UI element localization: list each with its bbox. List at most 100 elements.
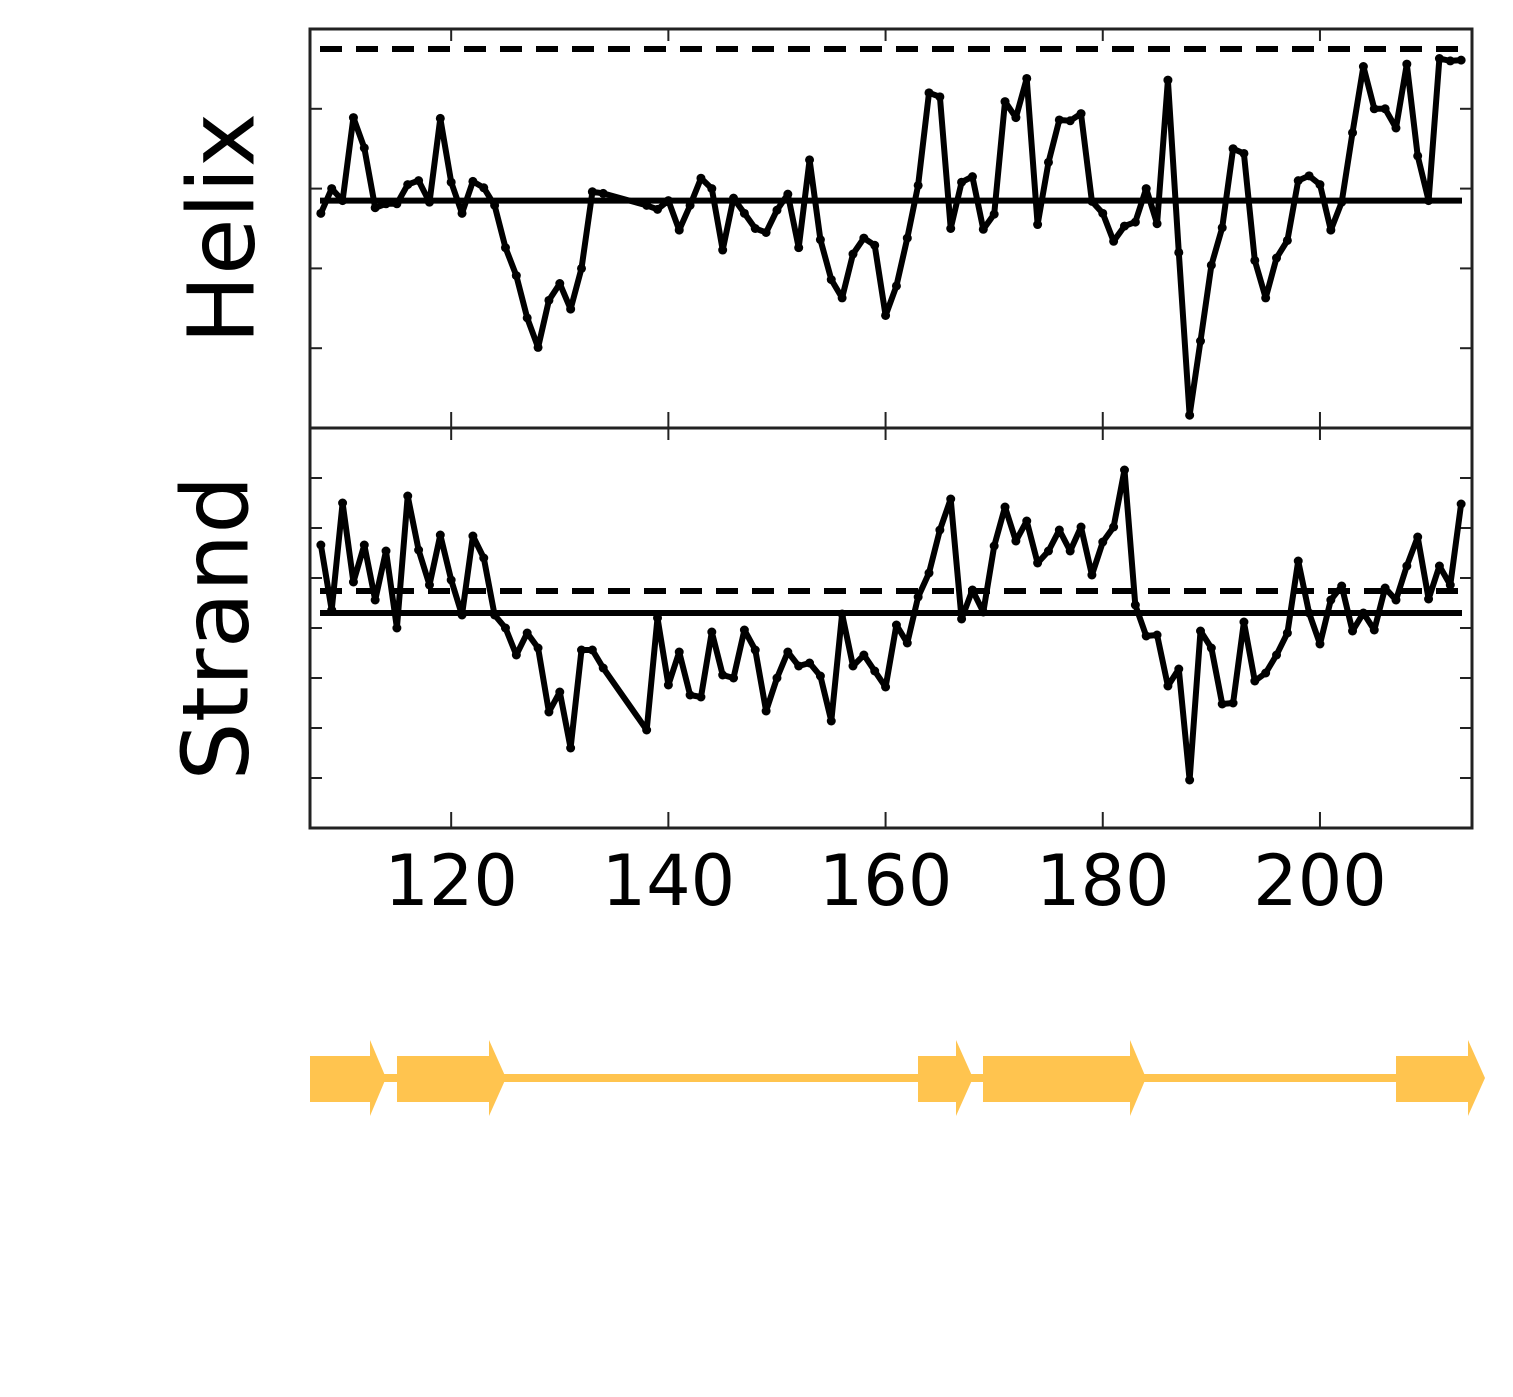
- data-point: [1293, 556, 1303, 566]
- data-point: [1424, 196, 1434, 206]
- data-point: [1098, 208, 1108, 218]
- data-point: [533, 342, 543, 352]
- data-point: [1315, 180, 1325, 190]
- x-tick-label: 140: [602, 840, 736, 922]
- data-point: [772, 673, 782, 683]
- data-point: [446, 177, 456, 187]
- data-point: [848, 661, 858, 671]
- data-point: [957, 614, 967, 624]
- plot-frame: [308, 426, 1474, 830]
- data-point: [794, 243, 804, 253]
- data-point: [837, 293, 847, 303]
- plot-frame: [308, 27, 1474, 430]
- data-point: [1402, 59, 1412, 69]
- data-point: [957, 177, 967, 187]
- data-point: [1130, 217, 1140, 227]
- data-point: [1152, 219, 1162, 229]
- data-point: [424, 580, 434, 590]
- data-point: [348, 113, 358, 123]
- data-point: [1076, 522, 1086, 532]
- data-point: [1413, 532, 1423, 542]
- data-point: [1043, 546, 1053, 556]
- data-point: [750, 645, 760, 655]
- data-point: [1293, 176, 1303, 186]
- data-point: [1217, 699, 1227, 709]
- data-point: [696, 173, 706, 183]
- data-point: [685, 690, 695, 700]
- data-point: [1185, 775, 1195, 785]
- data-point: [989, 209, 999, 219]
- data-point: [1141, 631, 1151, 641]
- data-point: [327, 184, 337, 194]
- data-point: [348, 577, 358, 587]
- data-point: [587, 645, 597, 655]
- data-point: [1456, 55, 1466, 65]
- data-point: [544, 707, 554, 717]
- data-point: [576, 263, 586, 273]
- data-point: [848, 249, 858, 259]
- data-point: [967, 585, 977, 595]
- data-point: [761, 227, 771, 237]
- data-point: [1087, 196, 1097, 206]
- data-point: [479, 183, 489, 193]
- data-point: [1337, 581, 1347, 591]
- data-point: [500, 623, 510, 633]
- data-point: [479, 553, 489, 563]
- data-point: [576, 645, 586, 655]
- data-point: [1228, 698, 1238, 708]
- data-point: [924, 88, 934, 98]
- data-point: [794, 661, 804, 671]
- data-point: [978, 224, 988, 234]
- data-point: [392, 623, 402, 633]
- data-point: [1000, 97, 1010, 107]
- data-point: [414, 545, 424, 555]
- data-point: [674, 225, 684, 235]
- data-point: [1304, 171, 1314, 181]
- data-point: [1358, 608, 1368, 618]
- x-tick-label: 160: [819, 840, 953, 922]
- data-point: [891, 620, 901, 630]
- data-point: [1054, 525, 1064, 535]
- data-point: [653, 204, 663, 214]
- data-point: [468, 531, 478, 541]
- data-point: [555, 687, 565, 697]
- data-point: [1033, 558, 1043, 568]
- data-point: [761, 706, 771, 716]
- data-point: [1250, 255, 1260, 265]
- data-point: [1282, 235, 1292, 245]
- data-point: [468, 176, 478, 186]
- data-point: [989, 541, 999, 551]
- data-point: [359, 143, 369, 153]
- data-point: [316, 540, 326, 550]
- data-point: [663, 196, 673, 206]
- data-point: [316, 208, 326, 218]
- data-point: [902, 233, 912, 243]
- data-point: [739, 208, 749, 218]
- data-point: [1348, 128, 1358, 138]
- panel: Helix: [168, 27, 1474, 430]
- data-point: [642, 725, 652, 735]
- data-point: [1272, 253, 1282, 263]
- data-point: [685, 200, 695, 210]
- data-point: [1434, 561, 1444, 571]
- strand-arrow: [983, 1040, 1146, 1116]
- data-point: [1109, 522, 1119, 532]
- data-point: [783, 189, 793, 199]
- data-point: [935, 525, 945, 535]
- data-point: [1033, 220, 1043, 230]
- data-point: [1163, 75, 1173, 85]
- strand-arrow: [1396, 1040, 1485, 1116]
- data-point: [435, 530, 445, 540]
- data-point: [338, 498, 348, 508]
- data-point: [598, 188, 608, 198]
- data-point: [500, 243, 510, 253]
- data-point: [1000, 502, 1010, 512]
- data-point: [1065, 546, 1075, 556]
- data-point: [359, 540, 369, 550]
- data-point: [902, 638, 912, 648]
- data-point: [891, 281, 901, 291]
- data-point: [1424, 594, 1434, 604]
- data-point: [674, 647, 684, 657]
- data-point: [1239, 617, 1249, 627]
- data-point: [1369, 625, 1379, 635]
